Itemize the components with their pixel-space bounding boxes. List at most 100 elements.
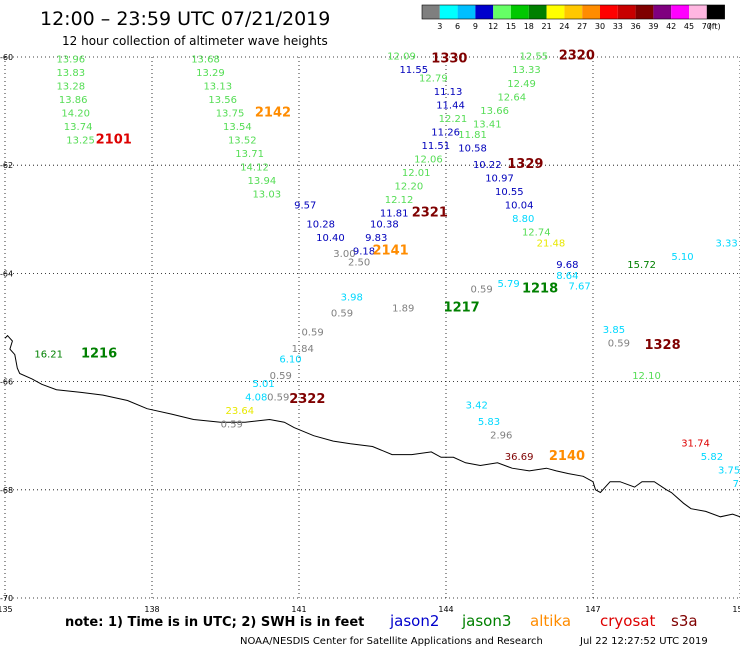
satellite-legend: jason2 jason3 altika cryosat s3a <box>389 612 698 630</box>
swh-value: 5.10 <box>671 252 693 263</box>
footer-credit: NOAA/NESDIS Center for Satellite Applica… <box>240 636 543 647</box>
swh-value: 3.33 <box>716 238 738 249</box>
swh-value: 16.21 <box>34 349 63 360</box>
satellite-name: jason3 <box>461 612 511 630</box>
swh-value: 13.33 <box>512 65 541 76</box>
pass-time: 1328 <box>644 338 680 353</box>
swh-value: 5.01 <box>252 379 274 390</box>
legend-label: 39 <box>648 22 658 31</box>
lat-tick-label: -70 <box>0 594 13 603</box>
pass-time: 1329 <box>507 157 543 172</box>
swh-value: 0.59 <box>267 393 289 404</box>
legend-swatch <box>706 5 725 19</box>
swh-value: 6.10 <box>279 355 301 366</box>
swh-value: 2.50 <box>348 257 370 268</box>
legend-label: 33 <box>613 22 623 31</box>
swh-value: 10.28 <box>306 219 335 230</box>
graticule <box>4 56 740 599</box>
legend-label: 70 <box>702 22 712 31</box>
swh-value: 11.81 <box>458 130 487 141</box>
swh-value: 12.12 <box>385 195 414 206</box>
swh-value: 12.10 <box>632 371 661 382</box>
lon-tick-label: 135 <box>0 605 13 614</box>
swh-value: 21.48 <box>537 238 566 249</box>
lat-tick-label: -68 <box>0 486 13 495</box>
swh-value: 10.40 <box>316 233 345 244</box>
swh-value: 11.51 <box>422 141 451 152</box>
legend-swatch <box>457 5 476 19</box>
swh-value: 12.20 <box>395 182 424 193</box>
swh-value: 11.55 <box>399 65 428 76</box>
swh-value: 10.04 <box>505 200 534 211</box>
swh-value: 11.81 <box>380 209 409 220</box>
swh-value: 12.64 <box>497 92 526 103</box>
map-subtitle: 12 hour collection of altimeter wave hei… <box>62 34 328 48</box>
pass-time: 1218 <box>522 281 558 296</box>
legend-label: 27 <box>577 22 587 31</box>
swh-value: 4.08 <box>245 393 267 404</box>
swh-value: 10.55 <box>495 187 524 198</box>
legend-swatch <box>689 5 707 19</box>
legend-label: 3 <box>437 22 442 31</box>
lon-tick-label: 150 <box>732 605 740 614</box>
swh-value: 1.84 <box>292 344 314 355</box>
swh-value: 13.71 <box>235 149 264 160</box>
lon-tick-label: 138 <box>144 605 159 614</box>
pass-time: 2101 <box>96 133 132 148</box>
swh-value: 5.82 <box>701 452 723 463</box>
swh-value: 0.59 <box>221 420 243 431</box>
swh-value: 1.89 <box>392 303 414 314</box>
swh-value: 0.59 <box>270 371 292 382</box>
swh-value: 3.85 <box>603 325 625 336</box>
swh-value: 13.03 <box>252 190 281 201</box>
swh-value: 9.68 <box>556 260 578 271</box>
legend-label: 42 <box>666 22 676 31</box>
swh-value: 0.59 <box>331 309 353 320</box>
legend-label: 45 <box>684 22 694 31</box>
legend-label: 15 <box>506 22 516 31</box>
swh-value: 14.20 <box>61 109 90 120</box>
legend-label: 30 <box>595 22 605 31</box>
legend-swatch <box>617 5 636 19</box>
swh-value: 11.44 <box>436 100 465 111</box>
swh-value: 10.38 <box>370 219 399 230</box>
lon-tick-label: 144 <box>438 605 453 614</box>
legend-swatch <box>653 5 672 19</box>
footer-timestamp: Jul 22 12:27:52 UTC 2019 <box>579 636 708 647</box>
legend-label: 18 <box>524 22 534 31</box>
swh-value: 9.83 <box>365 233 387 244</box>
swh-value: 9.57 <box>294 200 316 211</box>
swh-value: 8.80 <box>512 214 534 225</box>
swh-value: 13.28 <box>56 81 85 92</box>
axis-labels: 135 138 141 144 147 150 -60 -62 -64 -66 -68 -70 <box>0 53 740 614</box>
legend-swatch <box>493 5 511 19</box>
swh-value: 8.64 <box>556 271 578 282</box>
legend-unit: (ft) <box>709 22 721 31</box>
legend-label: 9 <box>473 22 478 31</box>
swh-value: 13.56 <box>208 95 237 106</box>
pass-time: 2142 <box>255 106 291 121</box>
pass-time: 1216 <box>81 346 117 361</box>
swh-value: 10.97 <box>485 173 514 184</box>
swh-value: 5.79 <box>497 279 519 290</box>
pass-time: 2321 <box>412 206 448 221</box>
swh-value: 13.54 <box>223 122 252 133</box>
pass-time: 2141 <box>373 243 409 258</box>
swh-value: 10.58 <box>458 144 487 155</box>
legend-swatch <box>511 5 529 19</box>
swh-value: 13.68 <box>191 54 220 65</box>
swh-value: 13.96 <box>56 54 85 65</box>
swh-value: 13.86 <box>59 95 88 106</box>
swh-value: 12.21 <box>439 114 468 125</box>
satellite-name: cryosat <box>600 612 655 630</box>
swh-value: 12.55 <box>520 52 549 63</box>
map-title: 12:00 – 23:59 UTC 07/21/2019 <box>40 8 330 30</box>
swh-value: 3.42 <box>466 401 488 412</box>
swh-value: 3.00 <box>333 249 355 260</box>
satellite-name: jason2 <box>389 612 439 630</box>
pass-time: 1330 <box>431 51 467 66</box>
swh-value: 12.74 <box>522 228 551 239</box>
color-legend: 3 6 9 12 15 18 21 24 27 30 33 36 39 42 45 70(ft) <box>421 4 725 31</box>
swh-value: 14.12 <box>240 163 269 174</box>
